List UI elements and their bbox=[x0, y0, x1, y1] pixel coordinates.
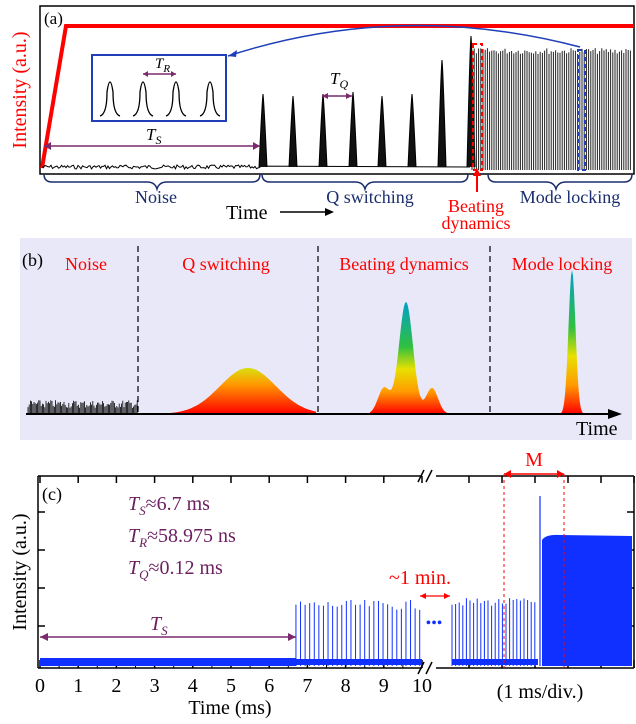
tq-arrowheads bbox=[322, 93, 352, 99]
param-tr: TR≈58.975 ns bbox=[128, 525, 236, 550]
b-beating-pulse bbox=[370, 302, 450, 414]
panel-b-label: (b) bbox=[22, 250, 43, 271]
stage-beating-label-1: Beating bbox=[448, 196, 504, 216]
c-xtick-label: 7 bbox=[302, 675, 312, 697]
b-noise-trace bbox=[27, 400, 138, 414]
time-label: Time bbox=[226, 202, 268, 224]
inset-pulse bbox=[165, 81, 187, 117]
c-gap-arrowheads bbox=[420, 593, 450, 599]
b-time-arrowhead bbox=[608, 409, 622, 419]
c-xtick-label: 10 bbox=[412, 675, 432, 697]
panel-a-noise-trace bbox=[41, 164, 471, 171]
stage-beating-label-2: dynamics bbox=[442, 213, 511, 233]
time-arrowhead bbox=[325, 208, 334, 216]
c-xlabel: Time (ms) bbox=[188, 697, 271, 719]
panel-a-label: (a) bbox=[44, 9, 63, 28]
inset-pulse bbox=[132, 81, 154, 117]
panel-a-q-pulses bbox=[258, 35, 476, 168]
b-stage-q-switching: Q switching bbox=[182, 254, 270, 274]
c-xtick-label: 3 bbox=[150, 675, 160, 697]
stage-noise-label: Noise bbox=[135, 187, 177, 207]
panel-a: (a) Intensity (a.u.) TR TS TQ bbox=[9, 5, 635, 233]
panel-a-inset bbox=[91, 54, 227, 122]
inset-pulse bbox=[199, 81, 221, 117]
q-pulse bbox=[258, 93, 268, 168]
c-axis-breaks bbox=[417, 469, 433, 675]
brace-noise bbox=[43, 173, 261, 192]
c-ylabel: Intensity (a.u.) bbox=[9, 513, 31, 630]
c-ellipsis: ••• bbox=[426, 615, 443, 632]
stage-mode-locking-label: Mode locking bbox=[520, 187, 621, 207]
c-xtick-label: 8 bbox=[341, 675, 351, 697]
c-xtick-label: 6 bbox=[264, 675, 274, 697]
b-time-label: Time bbox=[576, 418, 618, 440]
c-xtick-label: 1 bbox=[73, 675, 83, 697]
b-stage-mode-locking: Mode locking bbox=[512, 254, 613, 274]
panel-a-zoom-arrow bbox=[227, 24, 581, 57]
c-xtick-label: 5 bbox=[226, 675, 236, 697]
c-q-baseline bbox=[295, 659, 422, 665]
param-tq: TQ≈0.12 ms bbox=[128, 557, 223, 582]
c-q-baseline-right bbox=[452, 659, 538, 665]
panel-a-ylabel: Intensity (a.u.) bbox=[9, 31, 31, 148]
noise-baseline bbox=[41, 164, 471, 171]
panel-b: (b) Noise Q switching Beating dynamics M… bbox=[20, 238, 632, 440]
c-xtick-label: 0 bbox=[35, 675, 45, 697]
panel-a-frame bbox=[39, 5, 635, 175]
panel-a-ts-label: TS bbox=[146, 125, 161, 147]
q-pulse bbox=[318, 93, 328, 168]
c-ts-label: TS bbox=[150, 613, 168, 638]
c-gap-label: ~1 min. bbox=[389, 567, 451, 589]
c-xtick-label: 9 bbox=[379, 675, 389, 697]
c-trace bbox=[40, 496, 632, 666]
q-pulse bbox=[348, 91, 358, 168]
c-xtick-label: 2 bbox=[111, 675, 121, 697]
panel-a-zoom-box bbox=[577, 49, 586, 171]
panel-a-tq-label: TQ bbox=[330, 69, 348, 91]
panel-a-beating-box bbox=[472, 43, 483, 171]
c-xtick-label: 4 bbox=[188, 675, 198, 697]
beating-pointer-head bbox=[473, 168, 481, 176]
c-m-label: M bbox=[525, 449, 543, 471]
brace-mode-locking bbox=[487, 173, 633, 192]
c-mode-locked-block bbox=[542, 534, 632, 666]
stage-q-switching-label: Q switching bbox=[326, 187, 414, 207]
c-div-label: (1 ms/div.) bbox=[497, 681, 583, 703]
zoom-arrowhead bbox=[228, 50, 237, 57]
q-pulse bbox=[377, 95, 387, 168]
param-ts: TS≈6.7 ms bbox=[128, 493, 210, 518]
inset-tr-label: TR bbox=[155, 56, 170, 75]
b-stage-beating: Beating dynamics bbox=[339, 254, 468, 274]
panel-c-label: (c) bbox=[42, 484, 62, 505]
brace-q-switching bbox=[261, 173, 469, 192]
inset-pulse bbox=[99, 81, 121, 117]
b-stage-noise: Noise bbox=[65, 254, 107, 274]
panel-a-inset-pulses bbox=[99, 81, 221, 117]
panel-a-mode-locking-trace bbox=[471, 48, 631, 170]
q-pulse bbox=[407, 93, 417, 168]
b-q-switch-pulse bbox=[140, 368, 316, 414]
panel-c: 0 1 2 3 4 5 6 7 8 9 10 (c) Intensity (a.u.) Time (… bbox=[9, 449, 635, 719]
q-pulse bbox=[437, 59, 447, 168]
c-noise-band bbox=[40, 658, 296, 666]
q-pulse bbox=[288, 95, 298, 168]
b-mode-locked-pulse bbox=[558, 270, 586, 414]
c-m-arrowheads bbox=[504, 470, 564, 478]
